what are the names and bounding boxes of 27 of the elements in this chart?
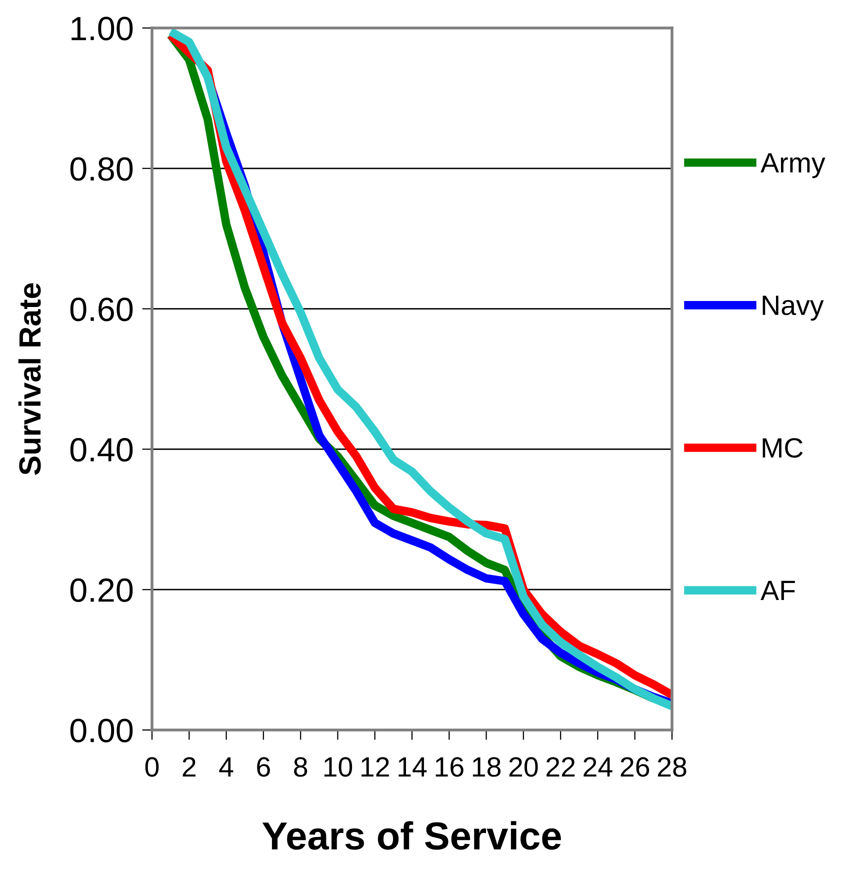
x-tick-label: 26 — [620, 757, 650, 777]
x-tick-label: 16 — [436, 757, 464, 777]
x-tick-label: 10 — [324, 757, 352, 777]
legend-label: MC — [762, 438, 803, 458]
x-tick-label: 12 — [362, 757, 389, 777]
legend-label: AF — [760, 580, 795, 600]
x-tick-label: 0 — [145, 757, 159, 777]
x-tick-label: 22 — [546, 757, 575, 777]
y-tick-label: 0.80 — [70, 157, 133, 181]
y-tick-label: 0.40 — [70, 438, 133, 462]
x-tick-label: 8 — [294, 757, 308, 777]
x-tick-label: 14 — [398, 757, 427, 777]
y-axis-title: Survival Rate — [18, 283, 41, 475]
x-tick-label: 28 — [658, 757, 686, 777]
x-tick-label: 18 — [472, 757, 501, 777]
x-tick-label: 6 — [257, 757, 270, 777]
x-tick-label: 4 — [219, 757, 234, 777]
legend-label: Navy — [762, 296, 824, 321]
x-tick-label: 24 — [584, 757, 612, 777]
y-tick-label: 1.00 — [72, 16, 133, 40]
legend-label: Army — [760, 153, 826, 178]
y-tick-label: 0.00 — [70, 718, 133, 742]
y-tick-label: 0.60 — [70, 298, 133, 322]
y-tick-label: 0.20 — [70, 578, 133, 602]
x-tick-label: 20 — [509, 757, 538, 777]
x-axis-title: Years of Service — [262, 821, 561, 850]
x-tick-label: 2 — [182, 757, 196, 777]
